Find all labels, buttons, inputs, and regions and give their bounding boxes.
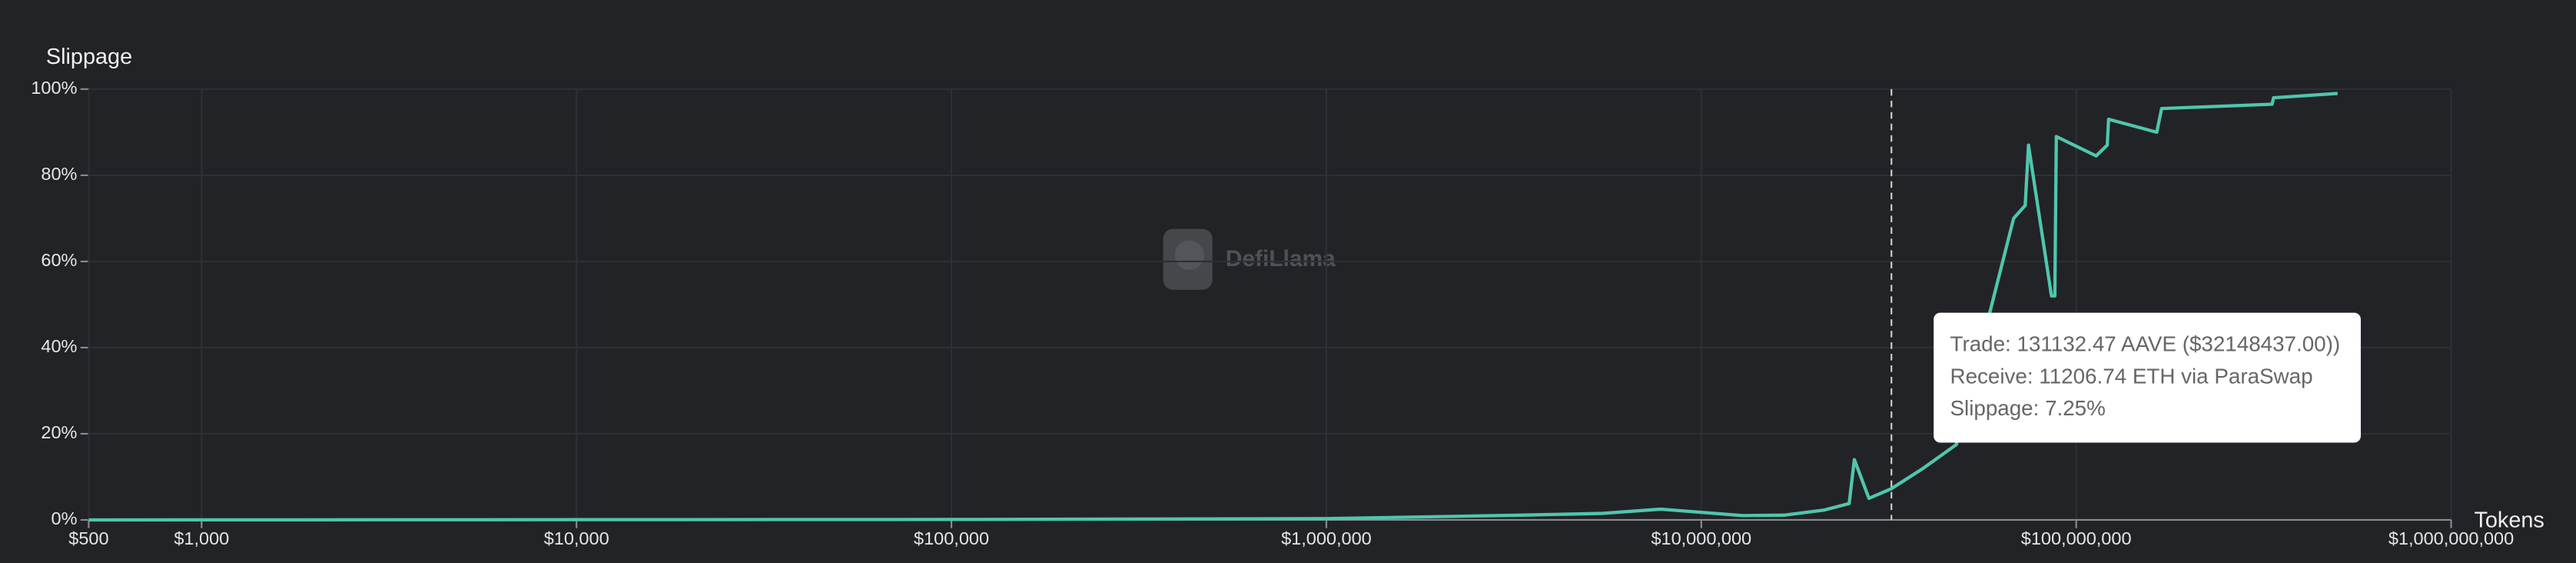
y-tick-label: 100% — [31, 78, 77, 98]
tooltip-line: Receive: 11206.74 ETH via ParaSwap — [1950, 364, 2313, 388]
x-tick-label: $100,000 — [914, 528, 989, 548]
x-tick-label: $1,000,000,000 — [2388, 528, 2514, 548]
y-tick-label: 0% — [51, 508, 78, 528]
tooltip: Trade: 131132.47 AAVE ($32148437.00)) Rec… — [1934, 312, 2361, 443]
y-tick-label: 20% — [41, 422, 77, 442]
tooltip-line: Slippage: 7.25% — [1950, 396, 2106, 420]
watermark-text: DefiLlama — [1226, 246, 1336, 272]
tooltip-line: Trade: 131132.47 AAVE ($32148437.00)) — [1950, 332, 2341, 356]
y-tick-label: 60% — [41, 250, 77, 270]
y-tick-label: 40% — [41, 336, 77, 356]
x-tick-label: $100,000,000 — [2021, 528, 2132, 548]
x-tick-label: $10,000 — [544, 528, 609, 548]
y-axis-title: Slippage — [46, 45, 132, 69]
x-tick-label: $1,000,000 — [1281, 528, 1372, 548]
tooltip-box — [1934, 312, 2361, 443]
watermark: DefiLlama — [1163, 228, 1336, 290]
series-line — [88, 92, 2338, 522]
y-tick-label: 80% — [41, 164, 77, 184]
x-tick-label: $10,000,000 — [1651, 528, 1751, 548]
x-tick-label: $500 — [68, 528, 108, 548]
x-tick-label: $1,000 — [174, 528, 229, 548]
watermark-logo-head — [1174, 240, 1204, 271]
plot: 0% 20% 40% 60% 80% 100% $500 $1,000 $10,000 $100,… — [31, 78, 2514, 548]
x-axis-title: Tokens — [2474, 508, 2544, 533]
